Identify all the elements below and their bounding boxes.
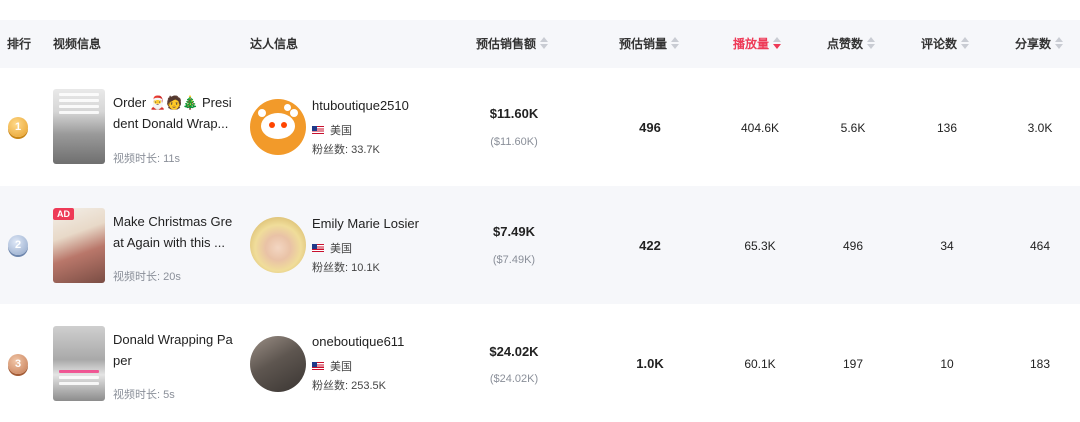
comments-value: 136: [936, 121, 958, 135]
shares-value: 183: [1029, 357, 1051, 371]
country-label: 美国: [330, 361, 352, 373]
video-title[interactable]: Donald Wrapping Paper: [113, 332, 233, 368]
country-label: 美国: [330, 243, 352, 255]
comments-value: 34: [940, 239, 954, 253]
views-value: 404.6K: [740, 121, 780, 135]
avatar[interactable]: [250, 217, 306, 273]
header-likes[interactable]: 点赞数: [827, 20, 876, 68]
est-sales-volume: 1.0K: [636, 356, 664, 371]
comments-value: 10: [940, 357, 954, 371]
rank-medal-silver: 2: [8, 235, 28, 255]
video-duration: 视频时长: 5s: [113, 389, 175, 401]
video-thumbnail[interactable]: [53, 326, 105, 401]
face-shape: [261, 113, 295, 139]
shares-value: 464: [1029, 239, 1051, 253]
creator-fans: 粉丝数: 33.7K: [312, 144, 380, 156]
us-flag-icon: [312, 244, 324, 252]
video-title[interactable]: Make Christmas Great Again with this ...: [113, 214, 233, 250]
ear-shape: [258, 109, 266, 117]
est-sales-amount-sub: ($24.02K): [489, 373, 539, 385]
header-est-sales-volume-label: 预估销量: [619, 37, 668, 51]
sort-icon[interactable]: [671, 37, 680, 49]
ad-badge: AD: [53, 208, 74, 220]
est-sales-amount: $11.60K: [489, 106, 539, 121]
avatar[interactable]: [250, 336, 306, 392]
views-value: 60.1K: [744, 357, 776, 371]
table-row[interactable]: 3 Donald Wrapping Paper 视频时长: 5s onebout…: [0, 304, 1080, 422]
header-views[interactable]: 播放量: [733, 20, 782, 68]
creator-fans: 粉丝数: 10.1K: [312, 262, 380, 274]
creator-name[interactable]: oneboutique611: [312, 334, 405, 349]
us-flag-icon: [312, 362, 324, 370]
antenna-shape: [284, 104, 291, 111]
video-duration: 视频时长: 20s: [113, 271, 181, 283]
creator-fans: 粉丝数: 253.5K: [312, 380, 386, 392]
eye-shape: [281, 122, 287, 128]
header-likes-label: 点赞数: [827, 37, 864, 51]
sort-icon[interactable]: [961, 37, 970, 49]
shares-value: 3.0K: [1027, 121, 1053, 135]
creator-country: 美国: [312, 122, 352, 138]
header-est-sales-amount-label: 预估销售额: [476, 37, 537, 51]
rank-medal-gold: 1: [8, 117, 28, 137]
avatar[interactable]: [250, 99, 306, 155]
header-est-sales-volume[interactable]: 预估销量: [619, 20, 680, 68]
eye-shape: [269, 122, 275, 128]
header-est-sales-amount[interactable]: 预估销售额: [476, 20, 549, 68]
rank-medal-bronze: 3: [8, 354, 28, 374]
est-sales-volume: 496: [639, 120, 661, 135]
top-spacer: [0, 0, 1080, 20]
video-title[interactable]: Order 🎅🧑🎄 President Donald Wrap...: [113, 95, 232, 131]
est-sales-volume: 422: [639, 238, 661, 253]
est-sales-amount: $7.49K: [493, 224, 535, 239]
sort-icon[interactable]: [1055, 37, 1064, 49]
creator-country: 美国: [312, 358, 352, 374]
creator-name[interactable]: htuboutique2510: [312, 98, 409, 113]
video-thumbnail[interactable]: [53, 89, 105, 164]
header-shares[interactable]: 分享数: [1015, 20, 1064, 68]
header-shares-label: 分享数: [1015, 37, 1052, 51]
table-row[interactable]: 1 Order 🎅🧑🎄 President Donald Wrap... 视频时…: [0, 68, 1080, 186]
likes-value: 197: [842, 357, 864, 371]
creator-name[interactable]: Emily Marie Losier: [312, 216, 419, 231]
header-creator: 达人信息: [250, 37, 299, 51]
header-video: 视频信息: [53, 37, 102, 51]
table-row[interactable]: 2 AD Make Christmas Great Again with thi…: [0, 186, 1080, 304]
est-sales-amount-sub: ($11.60K): [490, 136, 538, 148]
header-rank: 排行: [7, 37, 32, 51]
est-sales-amount-sub: ($7.49K): [492, 254, 536, 266]
video-thumbnail[interactable]: AD: [53, 208, 105, 283]
country-label: 美国: [330, 125, 352, 137]
likes-value: 496: [842, 239, 864, 253]
sort-desc-icon[interactable]: [773, 37, 782, 49]
header-views-label: 播放量: [733, 37, 770, 51]
video-duration: 视频时长: 11s: [113, 153, 181, 165]
est-sales-amount: $24.02K: [489, 344, 539, 359]
sort-icon[interactable]: [867, 37, 876, 49]
header-comments-label: 评论数: [921, 37, 958, 51]
likes-value: 5.6K: [840, 121, 866, 135]
views-value: 65.3K: [744, 239, 776, 253]
creator-country: 美国: [312, 240, 352, 256]
us-flag-icon: [312, 126, 324, 134]
table-header: 排行 视频信息 达人信息 预估销售额 预估销量 播放量 点赞数 评论数 分享数: [0, 20, 1080, 68]
ear-shape: [290, 109, 298, 117]
header-comments[interactable]: 评论数: [921, 20, 970, 68]
sort-icon[interactable]: [540, 37, 549, 49]
